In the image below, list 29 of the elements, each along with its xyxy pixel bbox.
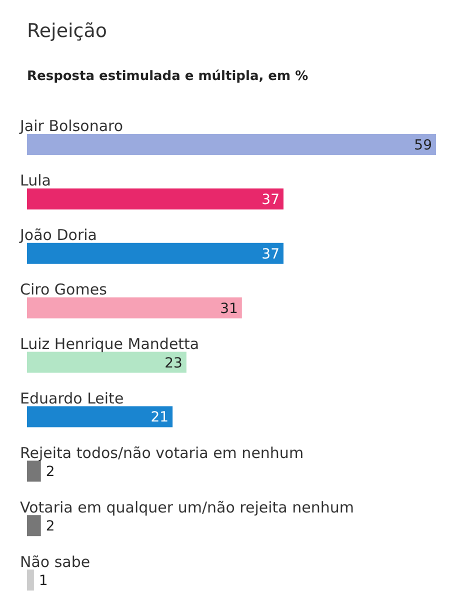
data-label: 31: [220, 300, 238, 317]
data-label: 2: [46, 464, 55, 480]
y-tick-label: Eduardo Leite: [20, 389, 124, 408]
y-tick-label: Luiz Henrique Mandetta: [20, 335, 200, 353]
y-tick-label: Lula: [20, 172, 51, 190]
chart-title: Rejeição: [27, 20, 107, 42]
y-tick-label: Ciro Gomes: [20, 280, 108, 299]
bar: [27, 406, 173, 428]
data-label: 21: [150, 410, 169, 426]
data-label: 23: [164, 355, 182, 372]
y-tick-label: Rejeita todos/não votaria em nenhum: [20, 444, 304, 462]
bar: [27, 460, 41, 482]
data-label: 37: [262, 192, 280, 208]
data-label: 37: [262, 246, 280, 262]
bar: [27, 188, 284, 210]
y-tick-label: Não sabe: [20, 552, 90, 571]
bar: [27, 134, 436, 155]
data-label: 59: [414, 138, 432, 154]
y-tick-label: Jair Bolsonaro: [19, 117, 124, 136]
bar: [27, 352, 186, 373]
bar: [27, 570, 34, 591]
data-label: 2: [46, 518, 55, 535]
bar: [27, 242, 284, 264]
bar: [27, 297, 242, 318]
data-label: 1: [38, 573, 48, 590]
y-tick-label: João Doria: [19, 226, 97, 244]
y-tick-label: Votaria em qualquer um/não rejeita nenhum: [20, 498, 354, 516]
bar: [27, 515, 41, 536]
chart-subtitle: Resposta estimulada e múltipla, em %: [27, 69, 308, 84]
